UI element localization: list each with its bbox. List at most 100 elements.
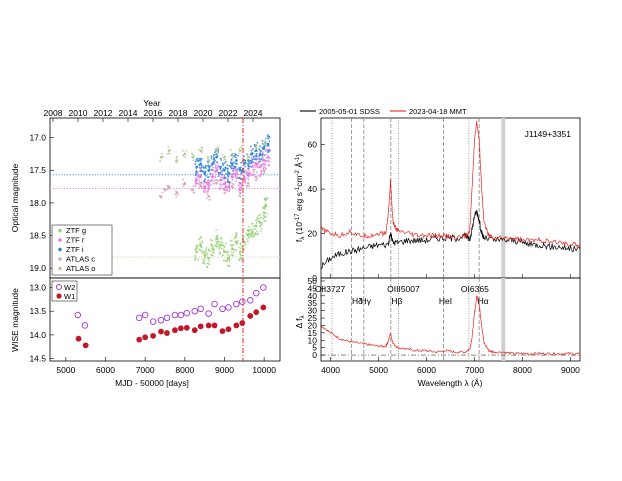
- optical-point: [266, 142, 269, 145]
- optical-point: [235, 162, 238, 165]
- optical-point: [224, 259, 227, 262]
- optical-point: [251, 158, 254, 161]
- optical-point: [241, 245, 243, 248]
- optical-point: [260, 164, 263, 167]
- wise-y-tick-label: 13.0: [29, 282, 46, 292]
- optical-point: [227, 180, 230, 183]
- optical-point: [264, 150, 267, 153]
- optical-point: [208, 159, 211, 162]
- optical-point: [254, 157, 257, 160]
- optical-point: [215, 245, 218, 248]
- optical-point: [222, 164, 225, 167]
- optical-point: [200, 164, 203, 167]
- optical-point: [249, 153, 252, 156]
- optical-point: [202, 165, 204, 168]
- emission-line-label: OI6365: [461, 284, 489, 294]
- optical-point: [204, 174, 207, 177]
- optical-point: [193, 191, 196, 194]
- optical-point: [235, 177, 238, 180]
- optical-point: [226, 260, 228, 263]
- optical-point: [209, 172, 212, 175]
- optical-point: [231, 253, 233, 256]
- difference-series: [320, 295, 581, 356]
- wise-w1-point: [183, 324, 190, 331]
- wise-w1-point: [253, 309, 260, 316]
- optical-point: [264, 163, 266, 165]
- optical-point: [228, 254, 231, 257]
- year-tick-label: 2010: [69, 108, 88, 118]
- optical-point: [201, 241, 204, 244]
- optical-point: [212, 182, 215, 185]
- optical-point: [203, 191, 206, 194]
- optical-point: [254, 150, 256, 152]
- optical-point: [203, 180, 206, 183]
- optical-point: [203, 188, 206, 191]
- optical-point: [214, 182, 217, 185]
- optical-point: [261, 155, 264, 157]
- optical-point: [204, 257, 207, 260]
- optical-point: [211, 168, 214, 171]
- optical-point: [247, 167, 250, 170]
- optical-point: [217, 151, 219, 154]
- optical-point: [199, 186, 202, 189]
- optical-point: [223, 162, 226, 164]
- wise-y-label: WISE magnitude: [10, 288, 20, 352]
- optical-point: [259, 230, 262, 232]
- optical-point: [219, 157, 222, 160]
- optical-point: [203, 170, 206, 173]
- wise-legend-marker: [56, 293, 62, 299]
- year-tick-label: 2018: [169, 108, 188, 118]
- optical-point: [252, 225, 255, 228]
- optical-point: [175, 156, 178, 158]
- optical-point: [158, 194, 161, 197]
- optical-point: [262, 144, 265, 147]
- wise-w2-point: [141, 311, 149, 319]
- optical-point: [258, 175, 261, 177]
- optical-point: [234, 172, 237, 175]
- optical-point: [169, 148, 172, 151]
- optical-point: [211, 245, 214, 248]
- difference-series-line: [320, 295, 581, 356]
- optical-point: [229, 149, 232, 151]
- optical-point: [230, 250, 232, 253]
- wise-w1-point: [247, 313, 254, 319]
- optical-legend-marker: [58, 266, 62, 271]
- optical-point: [200, 158, 203, 160]
- optical-point: [235, 156, 238, 159]
- optical-point: [259, 213, 262, 216]
- optical-point: [240, 172, 243, 174]
- optical-point: [195, 170, 198, 173]
- year-tick-label: 2014: [119, 108, 138, 118]
- optical-point: [220, 185, 222, 188]
- spectra-legend-label: 2005-05-01 SDSS: [319, 107, 380, 116]
- optical-point: [206, 157, 209, 160]
- optical-point: [268, 164, 271, 166]
- optical-point: [182, 183, 185, 186]
- optical-point: [260, 223, 263, 226]
- optical-point: [215, 169, 218, 172]
- optical-point: [218, 253, 221, 255]
- optical-point: [212, 176, 215, 179]
- optical-point: [215, 235, 218, 238]
- wise-w1-point: [82, 342, 89, 349]
- left-x-tick-label: 5000: [56, 365, 75, 375]
- optical-point: [249, 172, 252, 175]
- optical-point: [243, 240, 245, 243]
- optical-point: [238, 150, 241, 153]
- optical-point: [264, 167, 267, 170]
- optical-point: [212, 174, 215, 176]
- optical-point: [207, 179, 210, 182]
- spectrum-series-line: [320, 210, 581, 269]
- wise-w1-point: [219, 328, 226, 335]
- optical-point: [223, 251, 226, 253]
- optical-point: [211, 251, 214, 253]
- optical-point: [239, 250, 242, 254]
- optical-point: [244, 169, 247, 172]
- optical-point: [227, 170, 229, 173]
- optical-point: [217, 180, 220, 182]
- optical-point: [230, 173, 233, 176]
- optical-point: [195, 167, 198, 169]
- optical-point: [213, 151, 216, 154]
- optical-point: [262, 218, 265, 221]
